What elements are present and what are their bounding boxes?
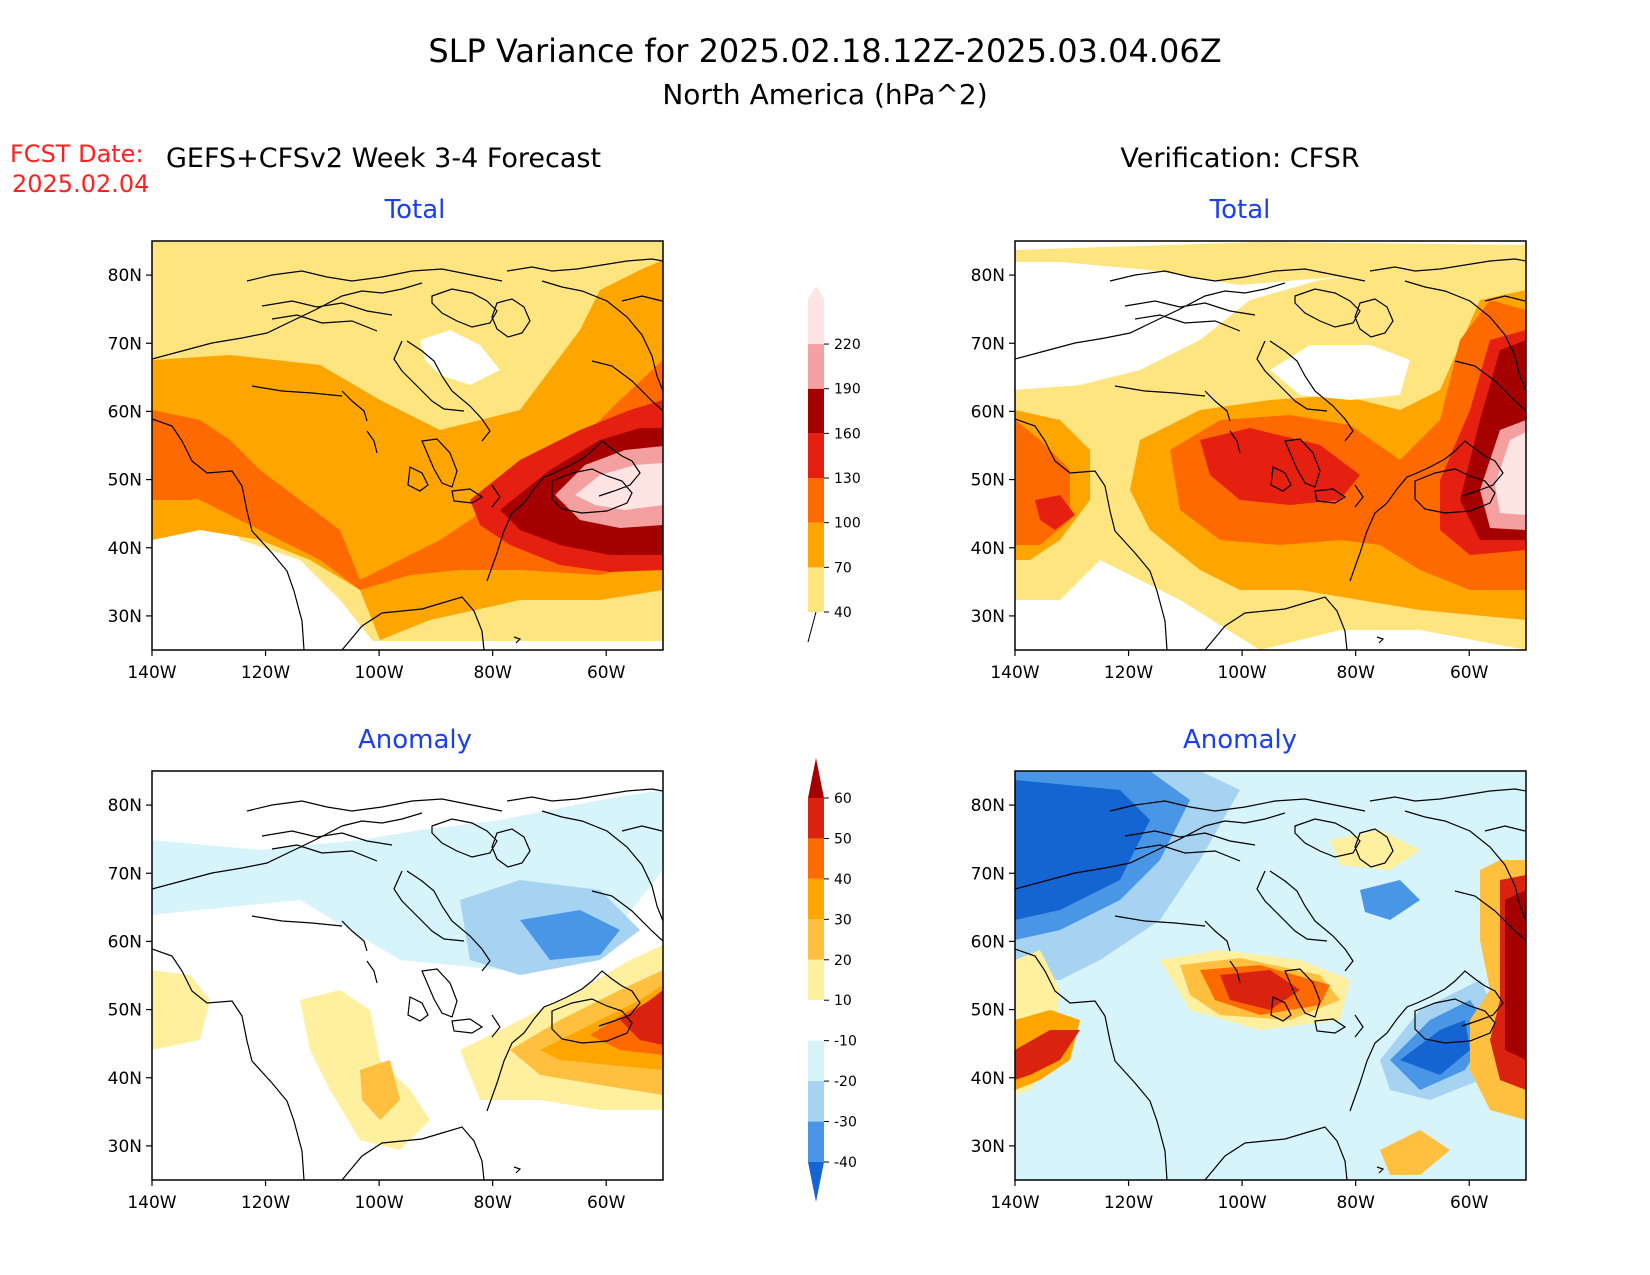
lon-tick-label: 140W	[990, 663, 1039, 683]
colorbar-label: -30	[834, 1115, 857, 1131]
lat-tick-label: 50N	[971, 471, 1005, 491]
colorbar-segment	[808, 433, 824, 479]
colorbar-label: 10	[834, 993, 852, 1009]
colorbar-label: 20	[834, 953, 852, 969]
figure-title-line2: North America (hPa^2)	[662, 78, 987, 111]
lat-tick-label: 60N	[971, 402, 1005, 422]
colorbar-label: 70	[834, 560, 852, 576]
lon-tick-label: 120W	[241, 663, 290, 683]
colorbar-label: 40	[834, 605, 852, 621]
lon-tick-label: 100W	[1217, 1193, 1266, 1213]
colorbar-label: 40	[834, 872, 852, 888]
lat-tick-label: 60N	[108, 932, 142, 952]
lat-tick-label: 70N	[971, 864, 1005, 884]
lat-tick-label: 80N	[971, 796, 1005, 816]
colorbar-segment	[808, 959, 824, 1001]
fcst-anomaly-map	[151, 770, 664, 1181]
colorbar-label: 100	[834, 516, 861, 532]
panel-title-ver-total: Total	[1209, 195, 1271, 225]
colorbar-segment	[808, 522, 824, 568]
lon-tick-label: 140W	[990, 1193, 1039, 1213]
lat-tick-label: 50N	[108, 471, 142, 491]
lat-tick-label: 60N	[108, 402, 142, 422]
lon-tick-label: 100W	[1217, 663, 1266, 683]
forecast-header: GEFS+CFSv2 Week 3-4 Forecast	[166, 143, 601, 174]
colorbar-segment	[808, 758, 824, 798]
lat-tick-label: 70N	[108, 864, 142, 884]
colorbar-segment	[808, 838, 824, 879]
figure-title-line1: SLP Variance for 2025.02.18.12Z-2025.03.…	[428, 32, 1221, 70]
lat-tick-label: 80N	[108, 796, 142, 816]
fcst-date-value: 2025.02.04	[12, 170, 149, 198]
lon-tick-label: 140W	[127, 1193, 176, 1213]
colorbar-segment	[808, 1081, 824, 1122]
colorbar-segment	[808, 478, 824, 523]
colorbar-segment	[808, 1040, 824, 1082]
colorbar-label: 50	[834, 831, 852, 847]
colorbar-segment	[808, 388, 824, 434]
lon-tick-label: 80W	[473, 663, 512, 683]
colorbar-segment	[808, 1162, 824, 1202]
colorbar-label: -40	[834, 1155, 857, 1171]
ver-anomaly-map	[1014, 770, 1527, 1181]
lon-tick-label: 60W	[587, 1193, 626, 1213]
lon-tick-label: 60W	[1450, 663, 1489, 683]
colorbar-label: -20	[834, 1074, 857, 1090]
panel-title-ver-anomaly: Anomaly	[1183, 725, 1297, 755]
panel-title-fcst-anomaly: Anomaly	[358, 725, 472, 755]
map-axes: 80N 70N 60N 50N 40N 30N 140W 120W 100W 80W 60W 80N 7…	[108, 266, 1489, 1213]
colorbar-segment	[808, 1000, 824, 1041]
colorbar-segment	[808, 567, 824, 612]
colorbar-total: 40 70 100 130 160 190 220	[807, 286, 861, 643]
panel-title-fcst-total: Total	[384, 195, 446, 225]
colorbar-label: 160	[834, 426, 861, 442]
colorbar-anomaly: 60 50 40 30 20 10 -10 -20 -30 -40	[808, 758, 857, 1202]
lat-tick-label: 80N	[971, 266, 1005, 286]
fcst-total-map	[151, 240, 664, 651]
lon-tick-label: 100W	[354, 663, 403, 683]
colorbar-label: 190	[834, 382, 861, 398]
lat-tick-label: 30N	[971, 607, 1005, 627]
colorbar-label: 30	[834, 912, 852, 928]
lat-tick-label: 40N	[971, 1069, 1005, 1089]
lon-tick-label: 60W	[1450, 1193, 1489, 1213]
lon-tick-label: 120W	[241, 1193, 290, 1213]
lon-tick-label: 80W	[1336, 663, 1375, 683]
lon-tick-label: 100W	[354, 1193, 403, 1213]
colorbar-segment	[808, 286, 824, 345]
lat-tick-label: 40N	[108, 1069, 142, 1089]
lon-tick-label: 80W	[473, 1193, 512, 1213]
ver-total-map	[1014, 240, 1527, 651]
colorbar-arrow	[807, 611, 817, 643]
fcst-date-label: FCST Date:	[10, 140, 144, 168]
lat-tick-label: 30N	[108, 1137, 142, 1157]
lat-tick-label: 30N	[108, 607, 142, 627]
colorbar-segment	[808, 1121, 824, 1162]
verification-header: Verification: CFSR	[1120, 143, 1359, 174]
lon-tick-label: 60W	[587, 663, 626, 683]
colorbar-label: 130	[834, 471, 861, 487]
lat-tick-label: 60N	[971, 932, 1005, 952]
lon-tick-label: 80W	[1336, 1193, 1375, 1213]
colorbar-label: -10	[834, 1034, 857, 1050]
lon-tick-label: 120W	[1104, 1193, 1153, 1213]
colorbar-segment	[808, 919, 824, 960]
lat-tick-label: 40N	[971, 539, 1005, 559]
lat-tick-label: 70N	[971, 334, 1005, 354]
lat-tick-label: 30N	[971, 1137, 1005, 1157]
lat-tick-label: 70N	[108, 334, 142, 354]
colorbar-label: 220	[834, 337, 861, 353]
lon-tick-label: 120W	[1104, 663, 1153, 683]
lon-tick-label: 140W	[127, 663, 176, 683]
colorbar-segment	[808, 878, 824, 920]
lat-tick-label: 80N	[108, 266, 142, 286]
lat-tick-label: 40N	[108, 539, 142, 559]
colorbar-label: 60	[834, 791, 852, 807]
lat-tick-label: 50N	[971, 1001, 1005, 1021]
lat-tick-label: 50N	[108, 1001, 142, 1021]
colorbar-segment	[808, 344, 824, 389]
colorbar-segment	[808, 798, 824, 839]
